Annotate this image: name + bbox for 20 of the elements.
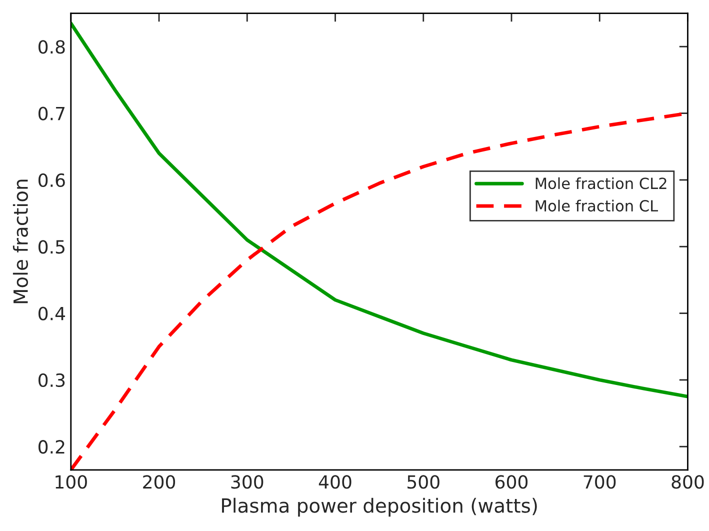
y-tick-label: 0.4: [38, 306, 66, 320]
x-tick-label: 100: [56, 475, 87, 489]
x-tick-label: 300: [231, 475, 264, 489]
y-tick-label: 0.7: [38, 106, 64, 120]
line-series: [70, 22, 688, 398]
y-tick-label: 0.5: [38, 240, 64, 254]
y-axis-title: Mole fraction: [12, 180, 28, 304]
y-tick-label: 0.2: [38, 440, 64, 454]
x-tick-label: 600: [496, 475, 528, 489]
x-axis-title: Plasma power deposition (watts): [222, 498, 537, 517]
x-tick-label: 700: [584, 475, 616, 489]
x-tick-label: 500: [408, 475, 440, 489]
y-tick-label: 0.3: [38, 373, 65, 388]
x-tick-label: 200: [143, 475, 176, 489]
y-tick-label: 0.8: [38, 40, 65, 54]
legend-label: Mole fraction CL2: [536, 177, 666, 190]
y-tick-label: 0.6: [38, 173, 65, 188]
legend-label: Mole fraction CL: [536, 200, 658, 212]
x-tick-label: 800: [672, 475, 704, 489]
x-tick-label: 400: [318, 475, 352, 489]
